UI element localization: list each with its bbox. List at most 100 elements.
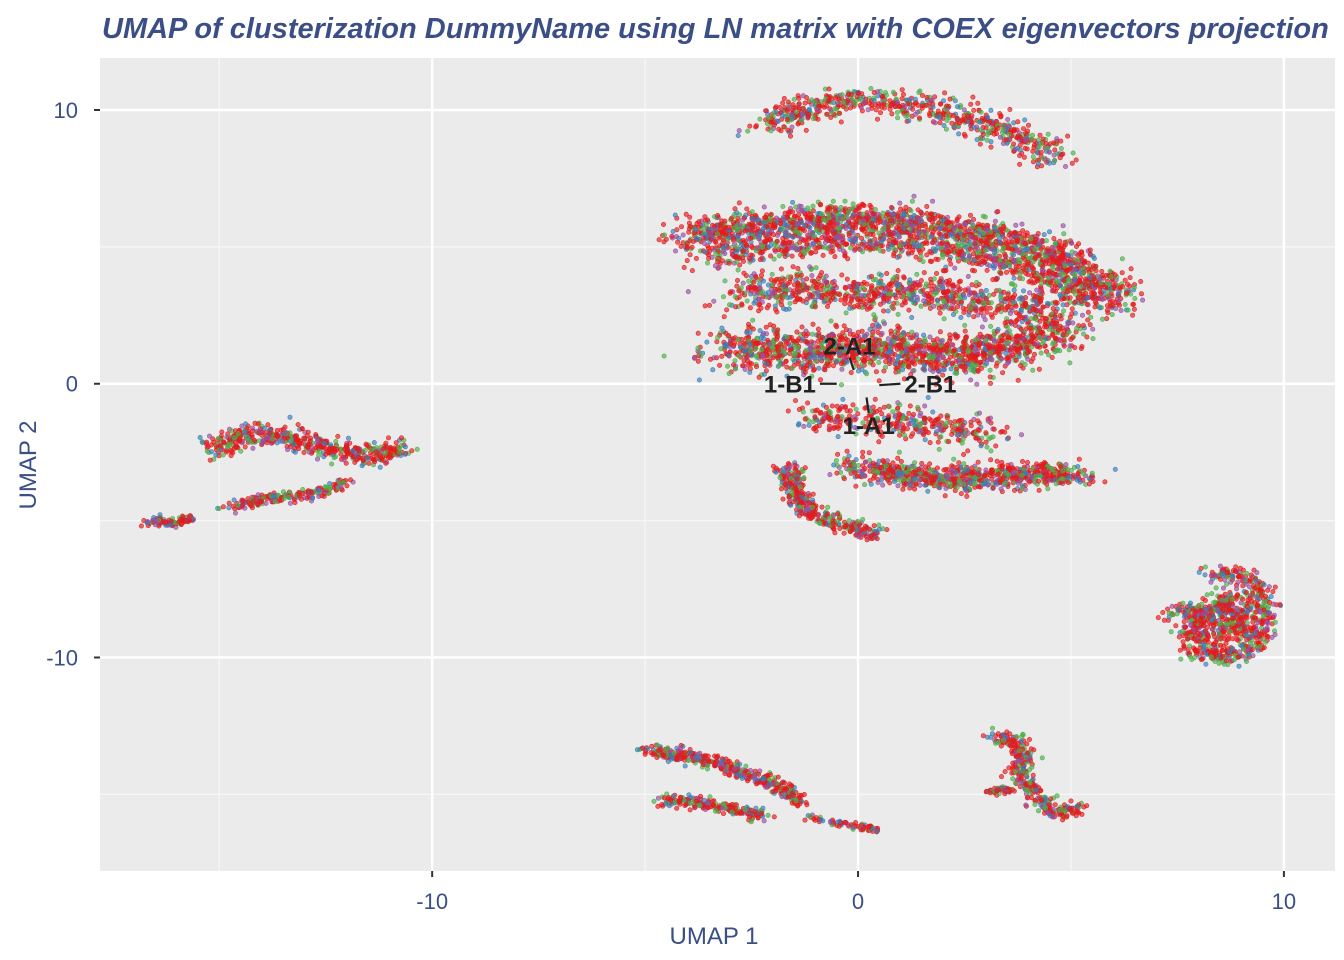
data-point [924, 240, 930, 246]
data-point [988, 229, 994, 235]
data-point [1008, 127, 1014, 133]
data-point [1097, 305, 1103, 311]
data-point [728, 216, 734, 222]
data-point [1131, 306, 1137, 312]
data-point [1075, 295, 1081, 301]
data-point [978, 109, 984, 115]
data-point [1066, 347, 1072, 353]
cluster-upper-band [656, 193, 1146, 322]
data-point [1010, 252, 1016, 258]
data-point [1006, 239, 1012, 245]
data-point [1005, 334, 1011, 340]
data-point [1007, 262, 1013, 268]
data-point [1042, 272, 1048, 278]
data-point [1051, 259, 1057, 265]
data-point [733, 249, 739, 255]
data-point [1008, 267, 1014, 273]
data-point [1080, 312, 1086, 318]
data-point [782, 351, 788, 357]
data-point [1017, 153, 1023, 159]
data-point [1065, 133, 1071, 139]
data-point [817, 202, 823, 208]
data-point [1138, 278, 1144, 284]
data-point [1000, 141, 1006, 147]
data-point [976, 226, 982, 232]
data-point [940, 115, 946, 121]
data-point [1041, 156, 1047, 162]
data-point [938, 338, 944, 344]
data-point [860, 211, 866, 217]
data-point [943, 359, 949, 365]
data-point [784, 117, 790, 123]
data-point [815, 217, 821, 223]
data-point [872, 315, 878, 321]
data-point [859, 108, 865, 114]
data-point [1050, 341, 1056, 347]
data-point [941, 123, 947, 129]
data-point [819, 235, 825, 241]
data-point [790, 199, 796, 205]
data-point [1061, 343, 1067, 349]
data-point [884, 270, 890, 276]
data-point [936, 114, 942, 120]
data-point [850, 230, 856, 236]
data-point [947, 338, 953, 344]
data-point [794, 329, 800, 335]
data-point [934, 346, 940, 352]
data-point [800, 106, 806, 112]
data-point [1029, 136, 1035, 142]
data-point [1081, 331, 1087, 337]
data-point [757, 257, 763, 263]
data-point [710, 367, 716, 373]
data-point [768, 277, 774, 283]
data-point [837, 110, 843, 116]
data-point [944, 244, 950, 250]
data-point [778, 266, 784, 272]
data-point [1060, 332, 1066, 338]
data-point [826, 86, 832, 92]
data-point [985, 223, 991, 229]
data-point [687, 252, 693, 258]
data-point [989, 357, 995, 363]
data-point [1107, 268, 1113, 274]
data-point [998, 270, 1004, 276]
data-point [977, 136, 983, 142]
data-point [828, 114, 834, 120]
data-point [1090, 326, 1096, 332]
chart-title: UMAP of clusterization DummyName using L… [102, 13, 1329, 45]
data-point [901, 330, 907, 336]
data-point [784, 334, 790, 340]
data-point [967, 212, 973, 218]
data-point [753, 124, 759, 130]
data-point [701, 235, 707, 241]
data-point [810, 321, 816, 327]
data-point [1030, 356, 1036, 362]
data-point [757, 116, 763, 122]
data-point [992, 255, 998, 261]
data-point [766, 341, 772, 347]
data-point [967, 234, 973, 240]
data-point [798, 118, 804, 124]
data-point [936, 230, 942, 236]
data-point [844, 276, 850, 282]
data-point [773, 109, 779, 115]
data-point [930, 104, 936, 110]
data-point [809, 273, 815, 279]
data-point [939, 245, 945, 251]
data-point [909, 348, 915, 354]
data-point [800, 93, 806, 99]
data-point [1105, 310, 1111, 316]
data-point [781, 240, 787, 246]
data-point [911, 242, 917, 248]
data-point [807, 225, 813, 231]
data-point [975, 255, 981, 261]
data-point [949, 243, 955, 249]
data-point [946, 104, 952, 110]
data-point [1011, 275, 1017, 281]
data-point [989, 126, 995, 132]
data-point [863, 245, 869, 251]
data-point [693, 227, 699, 233]
data-point [1018, 363, 1024, 369]
data-point [895, 342, 901, 348]
data-point [780, 204, 786, 210]
